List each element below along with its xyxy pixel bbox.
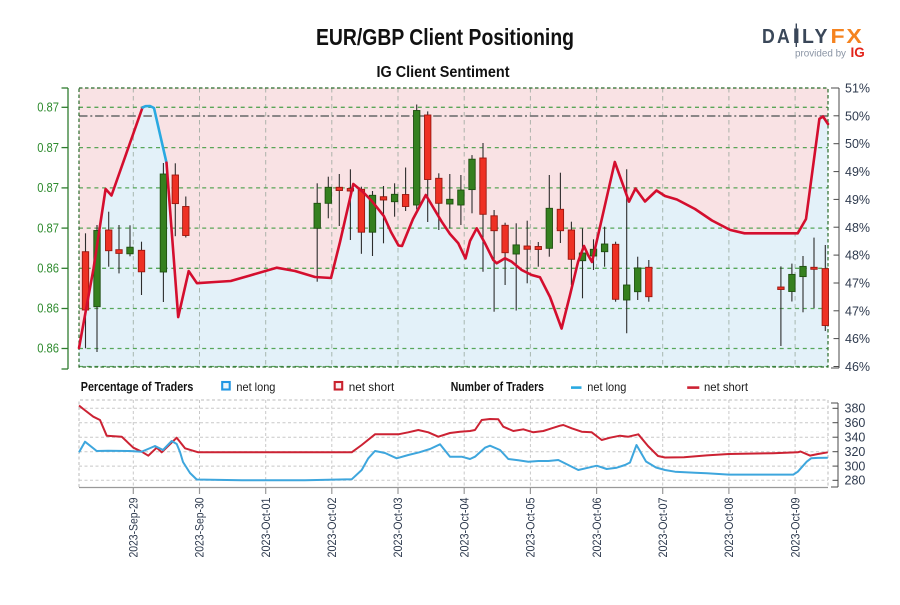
svg-text:47%: 47% <box>845 277 870 291</box>
svg-text:2023-Oct-01: 2023-Oct-01 <box>259 497 273 557</box>
svg-text:50%: 50% <box>845 109 870 123</box>
svg-text:380: 380 <box>845 402 866 416</box>
svg-text:300: 300 <box>845 459 866 473</box>
svg-text:48%: 48% <box>845 221 870 235</box>
svg-text:280: 280 <box>845 474 866 488</box>
svg-text:50%: 50% <box>845 137 870 151</box>
svg-text:0.86: 0.86 <box>37 342 59 356</box>
svg-text:2023-Oct-08: 2023-Oct-08 <box>722 497 736 557</box>
svg-text:net short: net short <box>349 380 395 394</box>
svg-text:320: 320 <box>845 445 866 459</box>
svg-text:net long: net long <box>236 380 275 394</box>
svg-text:EUR/GBP Client Positioning: EUR/GBP Client Positioning <box>316 24 574 50</box>
svg-text:0.86: 0.86 <box>37 302 59 316</box>
svg-text:46%: 46% <box>845 332 870 346</box>
svg-text:49%: 49% <box>845 193 870 207</box>
svg-text:0.87: 0.87 <box>37 141 59 155</box>
svg-text:2023-Oct-07: 2023-Oct-07 <box>656 497 670 557</box>
svg-text:Number of Traders: Number of Traders <box>451 380 544 394</box>
svg-text:LY: LY <box>802 25 830 48</box>
svg-text:Percentage of Traders: Percentage of Traders <box>81 380 194 394</box>
svg-text:340: 340 <box>845 431 866 445</box>
svg-text:48%: 48% <box>845 249 870 263</box>
svg-text:2023-Oct-06: 2023-Oct-06 <box>590 497 604 557</box>
svg-text:49%: 49% <box>845 165 870 179</box>
svg-text:0.86: 0.86 <box>37 262 59 276</box>
svg-text:2023-Oct-04: 2023-Oct-04 <box>457 497 471 557</box>
svg-text:2023-Oct-02: 2023-Oct-02 <box>325 497 339 557</box>
svg-text:2023-Sep-30: 2023-Sep-30 <box>193 497 207 557</box>
svg-text:2023-Oct-05: 2023-Oct-05 <box>524 497 538 557</box>
svg-text:FX: FX <box>831 25 864 48</box>
svg-text:2023-Oct-03: 2023-Oct-03 <box>391 497 405 557</box>
svg-text:0.87: 0.87 <box>37 181 59 195</box>
svg-text:IG: IG <box>851 45 865 60</box>
svg-text:46%: 46% <box>845 360 870 374</box>
svg-text:47%: 47% <box>845 304 870 318</box>
svg-text:0.87: 0.87 <box>37 221 59 235</box>
svg-text:0.87: 0.87 <box>37 101 59 115</box>
svg-text:51%: 51% <box>845 82 870 96</box>
svg-text:net short: net short <box>704 380 749 394</box>
svg-text:DA: DA <box>762 25 792 48</box>
svg-text:provided by: provided by <box>795 48 847 60</box>
svg-text:net long: net long <box>587 380 626 394</box>
svg-text:2023-Oct-09: 2023-Oct-09 <box>788 497 802 557</box>
svg-text:IG Client Sentiment: IG Client Sentiment <box>377 64 510 81</box>
svg-text:2023-Sep-29: 2023-Sep-29 <box>127 497 141 557</box>
svg-text:360: 360 <box>845 416 866 430</box>
